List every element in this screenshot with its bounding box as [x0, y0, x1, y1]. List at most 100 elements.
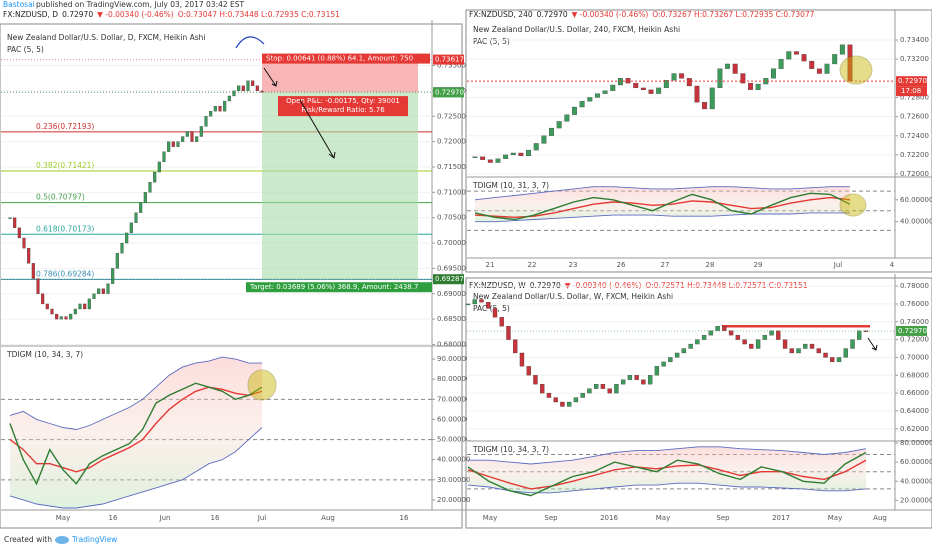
candle [782, 339, 788, 349]
candle [755, 339, 761, 349]
y-tick-label: 0.72000 [900, 336, 929, 344]
y-tick-label: 90.00000 [437, 355, 470, 363]
candle [793, 51, 799, 55]
candle [465, 303, 471, 306]
published: published on TradingView.com, July 03, 2… [36, 0, 245, 9]
candle [546, 392, 552, 398]
countdown: 17:08 [901, 87, 921, 95]
indicator-title: TDIGM (10, 34, 3, 7) [472, 445, 549, 454]
candle [519, 352, 525, 367]
arc-annotation [235, 36, 265, 49]
x-tick-label: 26 [617, 261, 626, 269]
price-label-box [433, 87, 464, 98]
price-label-box [433, 274, 464, 285]
candle [69, 313, 73, 320]
price-label-box [433, 54, 464, 65]
indicator-slow [467, 459, 867, 490]
candle [526, 366, 531, 376]
fib-label: 0.5(0.70797) [36, 193, 85, 202]
candle [227, 95, 231, 102]
stop-zone [262, 59, 418, 93]
candle [255, 85, 259, 92]
y-tick-label: 60.00000 [437, 415, 470, 423]
candle [656, 87, 662, 94]
candle [241, 85, 245, 92]
x-tick-label: May [656, 514, 670, 522]
candle [125, 232, 129, 244]
candle [633, 82, 639, 89]
target-box [246, 282, 432, 293]
candle [732, 63, 738, 74]
candle [567, 401, 572, 407]
header-price: 0.72970 [62, 10, 93, 19]
candle [549, 127, 554, 136]
candle [595, 93, 600, 98]
candle [796, 348, 801, 354]
target-text: Target: 0.03689 (5.06%) 368.9, Amount: 2… [249, 283, 418, 291]
candle [839, 44, 845, 55]
candle [593, 384, 599, 389]
price-label: 0.72970 [898, 327, 927, 335]
arrow-annotation [867, 337, 878, 351]
candle [749, 343, 754, 349]
candle [809, 343, 815, 349]
chart-title: New Zealand Dollar/U.S. Dollar, 240, FXC… [473, 25, 680, 34]
candle [702, 102, 708, 110]
candle [789, 348, 794, 354]
candle [640, 87, 646, 90]
candle [740, 73, 746, 84]
candle [681, 348, 687, 354]
candle [809, 60, 815, 69]
band-fill [468, 446, 866, 493]
candle [748, 82, 753, 90]
y-tick-label: 0.72000 [437, 138, 466, 146]
y-tick-label: 0.71000 [437, 188, 466, 196]
candle [213, 105, 217, 112]
y-tick-label: 80.00000 [437, 375, 470, 383]
arrow-annotation [263, 67, 278, 87]
header-price: 0.72970 [530, 281, 561, 290]
candle [22, 237, 26, 249]
x-tick-label: 16 [109, 514, 118, 522]
candle [786, 51, 792, 60]
candle [59, 316, 63, 320]
candle [143, 192, 147, 203]
candle [78, 303, 82, 310]
pnl-text: Open P&L: -0.00175, Qty: 39001 [286, 97, 400, 105]
pnl-box [278, 96, 408, 117]
candle [73, 308, 77, 315]
candle [847, 44, 853, 82]
x-tick-label: Sep [544, 514, 558, 522]
candle [843, 348, 848, 358]
candle [553, 397, 558, 403]
candle [499, 317, 504, 327]
indicator-lower [475, 212, 850, 223]
candle [232, 90, 236, 97]
candle [556, 121, 562, 129]
candle [190, 131, 194, 142]
candle [195, 136, 199, 142]
candle [472, 156, 478, 158]
candle [762, 334, 767, 340]
candle [540, 384, 545, 394]
y-tick-label: 0.76000 [900, 300, 929, 308]
y-tick-label: 0.71500 [437, 163, 466, 171]
candle [251, 80, 255, 86]
candle [755, 83, 761, 90]
indicator-fast [9, 382, 263, 486]
fib-label: 0.618(0.70173) [36, 224, 94, 233]
candle [564, 114, 570, 122]
fib-label: 0.786(0.69284) [36, 269, 94, 278]
candle [803, 343, 808, 349]
target-zone [262, 92, 418, 280]
footer-brand[interactable]: TradingView [71, 535, 117, 544]
price-label: 0.69287 [435, 275, 464, 283]
indicator-title: TDIGM (10, 34, 3, 7) [6, 350, 83, 359]
y-tick-label: 0.68500 [437, 315, 466, 323]
author[interactable]: Bastosai [3, 0, 35, 9]
header-ohlc: O:0.73267 H:0.73267 L:0.72935 C:0.73077 [652, 10, 814, 19]
candle [492, 308, 498, 318]
candle [572, 106, 577, 115]
fib-label: 0.382(0.71421) [36, 161, 94, 170]
indicator-upper [468, 446, 867, 465]
